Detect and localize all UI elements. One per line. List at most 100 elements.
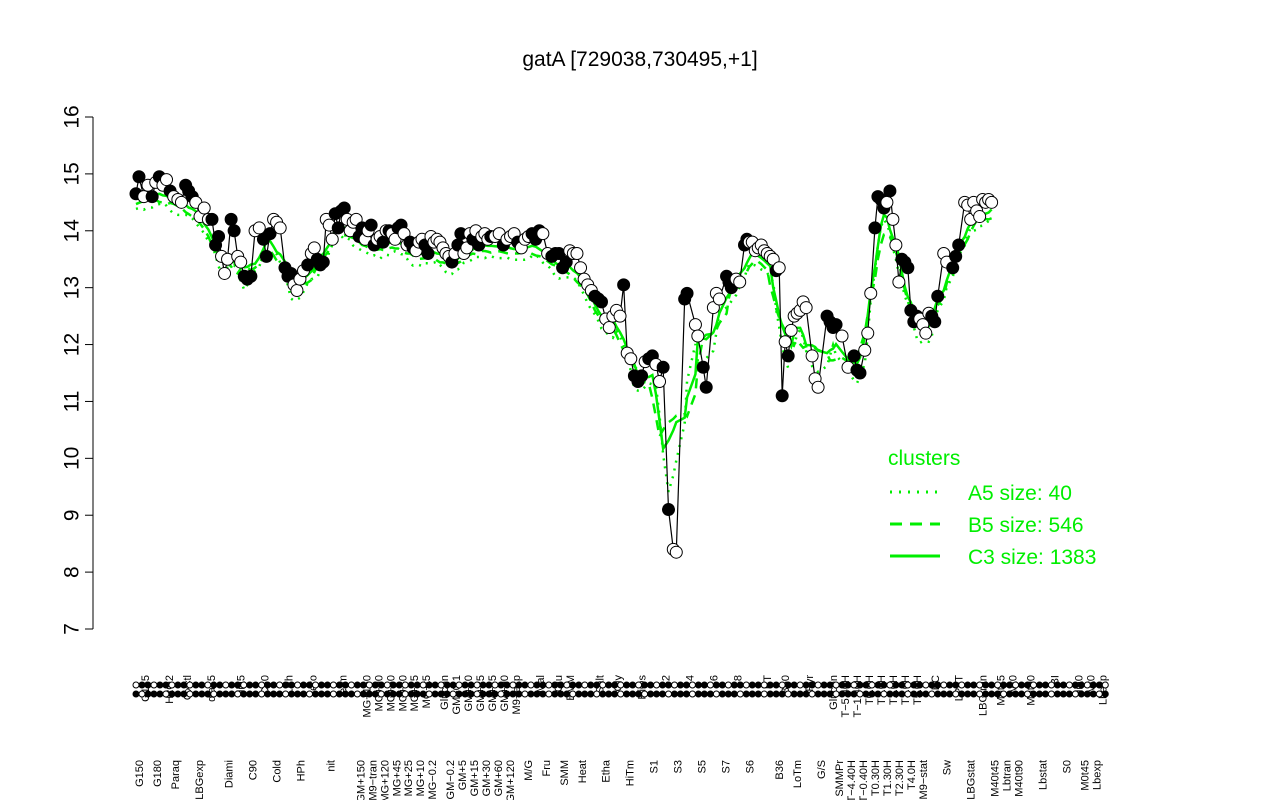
- x-marker-dot: [156, 681, 164, 689]
- x-tick-label: S1: [649, 760, 661, 773]
- x-marker-dot: [1071, 681, 1079, 689]
- x-marker-dot: [736, 690, 744, 698]
- x-marker-dot: [922, 690, 930, 698]
- x-marker-dot: [982, 681, 990, 689]
- x-marker-dot: [383, 681, 391, 689]
- x-tick-label: T2.30H: [894, 760, 906, 796]
- x-marker-dot: [246, 681, 254, 689]
- x-marker-dot: [300, 690, 308, 698]
- x-marker-dot: [1077, 681, 1085, 689]
- data-point: [880, 195, 894, 209]
- x-marker-dot: [1065, 690, 1073, 698]
- x-marker-dot: [341, 681, 349, 689]
- x-marker-dot: [587, 681, 595, 689]
- x-marker-dot: [688, 690, 696, 698]
- data-point: [889, 238, 903, 252]
- data-point: [624, 352, 638, 366]
- x-marker-dot: [641, 681, 649, 689]
- legend-title: clusters: [888, 447, 960, 470]
- data-point: [290, 284, 304, 298]
- x-marker-dot: [503, 690, 511, 698]
- x-marker-dot: [694, 681, 702, 689]
- x-marker-dot: [473, 690, 481, 698]
- x-marker-dot: [443, 681, 451, 689]
- data-point: [218, 266, 232, 280]
- x-marker-dot: [856, 690, 864, 698]
- legend-label-a5: A5 size: 40: [968, 482, 1072, 505]
- x-marker-dot: [814, 681, 822, 689]
- x-marker-dot: [485, 690, 493, 698]
- x-marker-dot: [724, 681, 732, 689]
- x-marker-dot: [270, 690, 278, 698]
- x-marker-dot: [413, 681, 421, 689]
- x-marker-dot: [551, 690, 559, 698]
- x-marker-dot: [934, 690, 942, 698]
- x-marker-dot: [557, 681, 565, 689]
- x-marker-dot: [958, 690, 966, 698]
- x-marker-dot: [1059, 690, 1067, 698]
- x-tick-label: M0t45: [996, 675, 1008, 706]
- data-point: [696, 360, 710, 374]
- x-marker-dot: [371, 690, 379, 698]
- x-tick-label: M0t45: [1079, 760, 1091, 791]
- x-marker-dot: [820, 690, 828, 698]
- x-marker-dot: [180, 681, 188, 689]
- x-marker-dot: [623, 690, 631, 698]
- x-marker-dot: [970, 681, 978, 689]
- data-point: [775, 389, 789, 403]
- x-marker-dot: [365, 681, 373, 689]
- x-marker-dot: [311, 690, 319, 698]
- x-marker-dot: [838, 681, 846, 689]
- x-tick-label: GM+15: [469, 760, 481, 796]
- x-marker-dot: [868, 681, 876, 689]
- x-marker-dot: [371, 681, 379, 689]
- x-marker-dot: [952, 690, 960, 698]
- x-marker-dot: [443, 690, 451, 698]
- data-point: [868, 221, 882, 235]
- x-marker-dot: [162, 690, 170, 698]
- x-marker-dot: [425, 690, 433, 698]
- data-point: [669, 545, 683, 559]
- x-tick-label: G180: [152, 760, 164, 787]
- legend-label-c3: C3 size: 1383: [968, 546, 1096, 569]
- x-tick-label: T2.0H: [888, 675, 900, 705]
- x-marker-dot: [1071, 690, 1079, 698]
- x-marker-dot: [1012, 681, 1020, 689]
- x-marker-dot: [162, 681, 170, 689]
- x-marker-dot: [389, 690, 397, 698]
- x-marker-dot: [784, 690, 792, 698]
- x-marker-dot: [234, 681, 242, 689]
- x-marker-dot: [449, 690, 457, 698]
- x-marker-dot: [270, 681, 278, 689]
- x-marker-dot: [335, 690, 343, 698]
- x-marker-dot: [515, 681, 523, 689]
- x-marker-dot: [461, 681, 469, 689]
- x-tick-label: Lbexp: [1097, 675, 1109, 705]
- x-marker-dot: [359, 690, 367, 698]
- x-marker-dot: [665, 681, 673, 689]
- x-marker-dot: [353, 681, 361, 689]
- x-marker-dot: [946, 690, 954, 698]
- x-marker-dot: [407, 690, 415, 698]
- x-marker-dot: [641, 690, 649, 698]
- data-point: [656, 360, 670, 374]
- x-marker-dot: [826, 681, 834, 689]
- x-marker-dot: [778, 681, 786, 689]
- x-marker-dot: [198, 690, 206, 698]
- x-marker-dot: [317, 690, 325, 698]
- x-marker-dot: [491, 690, 499, 698]
- x-tick-label: M40t45: [990, 760, 1002, 797]
- x-tick-label: T5.0H: [912, 675, 924, 705]
- data-point: [594, 295, 608, 309]
- data-point: [662, 503, 676, 517]
- x-marker-dot: [186, 690, 194, 698]
- x-marker-dot: [204, 681, 212, 689]
- x-marker-dot: [581, 681, 589, 689]
- x-marker-dot: [647, 681, 655, 689]
- x-marker-dot: [964, 690, 972, 698]
- x-marker-dot: [389, 681, 397, 689]
- x-marker-dot: [521, 690, 529, 698]
- x-tick-label: GM+60: [493, 760, 505, 796]
- y-tick-label: 9: [61, 509, 84, 521]
- x-marker-dot: [503, 681, 511, 689]
